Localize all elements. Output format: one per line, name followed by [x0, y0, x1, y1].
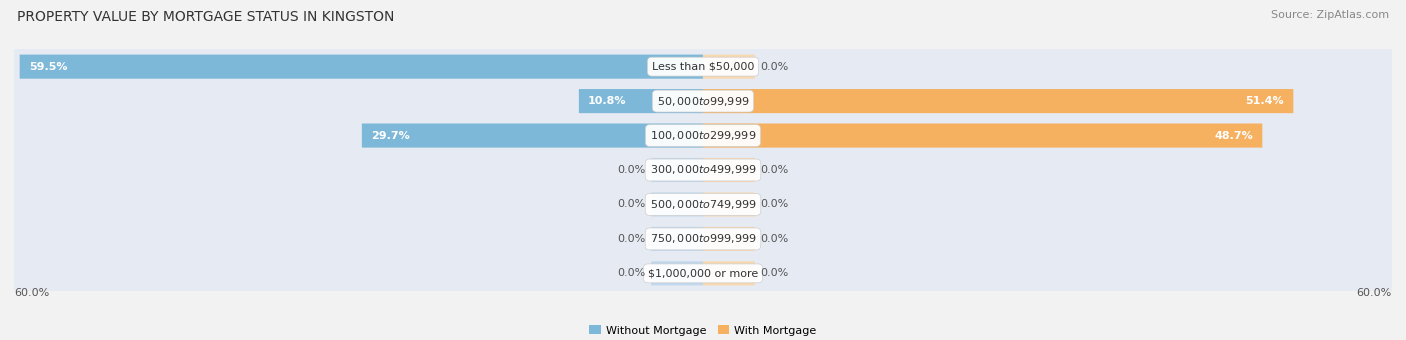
FancyBboxPatch shape: [579, 89, 703, 113]
FancyBboxPatch shape: [14, 49, 1392, 84]
Text: $50,000 to $99,999: $50,000 to $99,999: [657, 95, 749, 107]
FancyBboxPatch shape: [703, 261, 755, 285]
FancyBboxPatch shape: [20, 55, 703, 79]
Text: 0.0%: 0.0%: [761, 165, 789, 175]
FancyBboxPatch shape: [703, 158, 755, 182]
FancyBboxPatch shape: [703, 89, 1294, 113]
FancyBboxPatch shape: [14, 256, 1392, 291]
Text: 0.0%: 0.0%: [617, 200, 645, 209]
FancyBboxPatch shape: [14, 84, 1392, 119]
Text: 0.0%: 0.0%: [617, 165, 645, 175]
Text: 59.5%: 59.5%: [30, 62, 67, 72]
Text: $1,000,000 or more: $1,000,000 or more: [648, 268, 758, 278]
FancyBboxPatch shape: [651, 261, 703, 285]
FancyBboxPatch shape: [361, 123, 703, 148]
Text: $100,000 to $299,999: $100,000 to $299,999: [650, 129, 756, 142]
Text: Source: ZipAtlas.com: Source: ZipAtlas.com: [1271, 10, 1389, 20]
FancyBboxPatch shape: [651, 158, 703, 182]
FancyBboxPatch shape: [14, 118, 1392, 153]
Text: 0.0%: 0.0%: [761, 200, 789, 209]
FancyBboxPatch shape: [14, 152, 1392, 188]
Text: 10.8%: 10.8%: [588, 96, 627, 106]
FancyBboxPatch shape: [703, 123, 1263, 148]
Text: 0.0%: 0.0%: [761, 62, 789, 72]
Text: PROPERTY VALUE BY MORTGAGE STATUS IN KINGSTON: PROPERTY VALUE BY MORTGAGE STATUS IN KIN…: [17, 10, 394, 24]
FancyBboxPatch shape: [703, 192, 755, 217]
Text: 51.4%: 51.4%: [1246, 96, 1284, 106]
Text: 0.0%: 0.0%: [617, 234, 645, 244]
FancyBboxPatch shape: [651, 227, 703, 251]
Text: 0.0%: 0.0%: [761, 268, 789, 278]
FancyBboxPatch shape: [651, 192, 703, 217]
Text: $750,000 to $999,999: $750,000 to $999,999: [650, 233, 756, 245]
Text: 29.7%: 29.7%: [371, 131, 411, 140]
Text: $300,000 to $499,999: $300,000 to $499,999: [650, 164, 756, 176]
FancyBboxPatch shape: [703, 55, 755, 79]
Legend: Without Mortgage, With Mortgage: Without Mortgage, With Mortgage: [585, 321, 821, 340]
Text: Less than $50,000: Less than $50,000: [652, 62, 754, 72]
Text: 60.0%: 60.0%: [1357, 288, 1392, 298]
FancyBboxPatch shape: [703, 227, 755, 251]
Text: 0.0%: 0.0%: [617, 268, 645, 278]
FancyBboxPatch shape: [14, 221, 1392, 256]
Text: 0.0%: 0.0%: [761, 234, 789, 244]
Text: 60.0%: 60.0%: [14, 288, 49, 298]
Text: 48.7%: 48.7%: [1215, 131, 1253, 140]
FancyBboxPatch shape: [14, 187, 1392, 222]
Text: $500,000 to $749,999: $500,000 to $749,999: [650, 198, 756, 211]
